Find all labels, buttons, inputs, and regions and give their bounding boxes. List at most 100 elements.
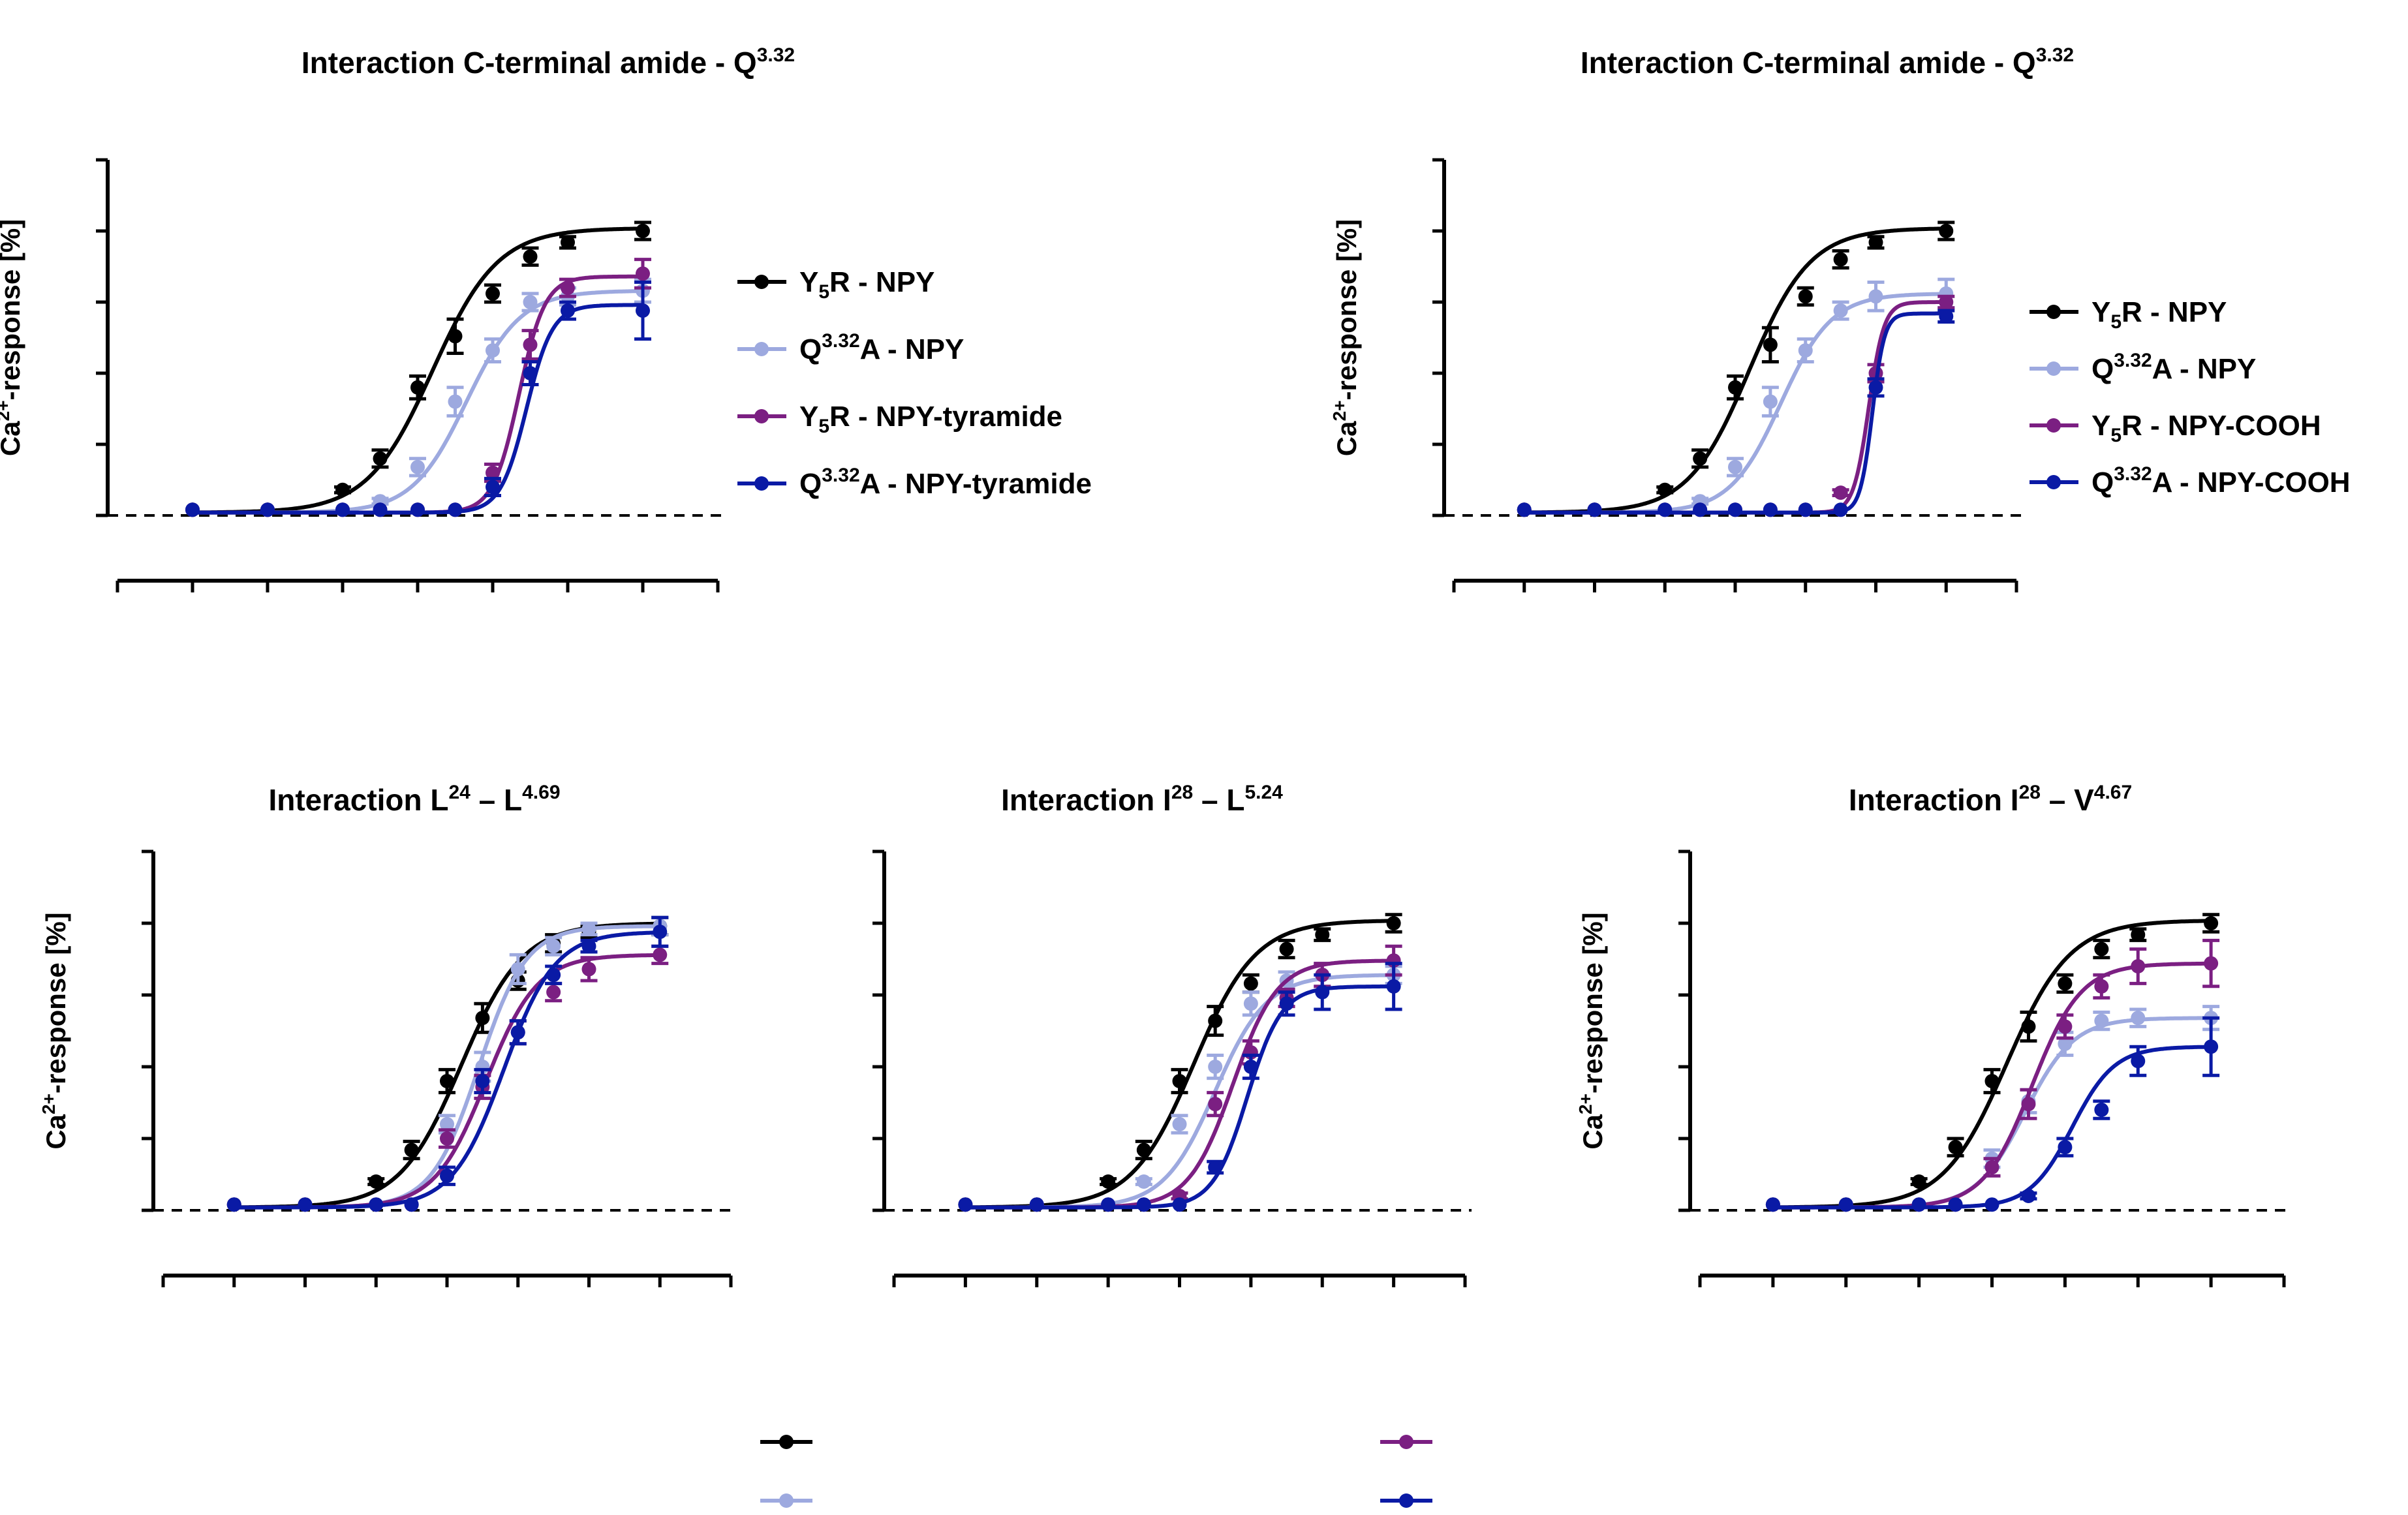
data-point xyxy=(404,1197,419,1212)
data-point xyxy=(1136,1197,1151,1212)
data-point xyxy=(1868,235,1883,250)
data-point xyxy=(448,394,463,409)
data-point xyxy=(1208,1097,1223,1112)
data-point xyxy=(1101,1197,1116,1212)
data-point xyxy=(2021,1019,2036,1034)
data-point xyxy=(2094,1103,2109,1117)
legend-label: Q3.32A - NPY xyxy=(2092,350,2256,385)
series-ala-ala xyxy=(1765,1016,2220,1212)
data-point xyxy=(581,939,596,954)
data-point xyxy=(523,249,538,264)
data-point xyxy=(1136,1174,1151,1189)
data-point xyxy=(1172,1197,1187,1212)
data-point xyxy=(486,465,500,480)
data-point xyxy=(1386,979,1401,994)
legend: Y5R - NPY Q3.32A - NPY Y5R - NPY-COOH Q3.32… xyxy=(2030,296,2351,498)
legend-label: Y5R - NPY xyxy=(799,266,934,303)
data-point xyxy=(581,921,596,936)
color-key-swatch-marker xyxy=(779,1435,794,1449)
data-point xyxy=(448,329,463,344)
data-point xyxy=(1868,289,1883,304)
color-key-swatch-marker xyxy=(1399,1435,1413,1449)
data-point xyxy=(1833,502,1848,517)
data-point xyxy=(1243,1060,1258,1074)
data-point xyxy=(1948,1197,1963,1212)
legend-swatch-marker xyxy=(2046,361,2061,376)
data-point xyxy=(410,502,425,517)
data-point xyxy=(1243,996,1258,1011)
color-key xyxy=(760,1435,1432,1508)
panel-c3: Interaction I28 – V4.67 Ca2+-response [%] xyxy=(1575,782,2291,1287)
chart-title: Interaction I28 – L5.24 xyxy=(1001,782,1283,817)
data-point xyxy=(2094,941,2109,956)
legend-swatch-marker xyxy=(754,275,769,289)
color-key-item xyxy=(760,1493,812,1508)
data-point xyxy=(546,968,561,983)
data-point xyxy=(475,1011,490,1026)
data-point xyxy=(1868,380,1883,395)
chart-title: Interaction C-terminal amide - Q3.32 xyxy=(301,44,795,80)
data-point xyxy=(1838,1197,1853,1212)
data-point xyxy=(1315,927,1330,942)
data-point xyxy=(1984,1197,1999,1212)
data-point xyxy=(486,343,500,358)
data-point xyxy=(1833,252,1848,267)
y-axis-label: Ca2+-response [%] xyxy=(1329,219,1362,456)
data-point xyxy=(2204,1039,2219,1054)
data-point xyxy=(440,1074,454,1088)
color-key-item xyxy=(760,1435,812,1449)
panel-b: Interaction C-terminal amide - Q3.32 Ca2+… xyxy=(1329,44,2351,592)
data-point xyxy=(369,1174,384,1189)
data-point xyxy=(1243,976,1258,991)
data-point xyxy=(1279,941,1294,956)
data-point xyxy=(1208,1013,1223,1028)
series-ala-ala xyxy=(958,962,1402,1212)
data-point xyxy=(546,939,561,954)
data-point xyxy=(1763,394,1778,409)
data-point xyxy=(1728,459,1742,474)
data-point xyxy=(1208,1060,1223,1074)
data-point xyxy=(486,286,500,301)
data-point xyxy=(581,962,596,977)
legend: Y5R - NPY Q3.32A - NPY Y5R - NPY-tyramide Q… xyxy=(737,266,1092,500)
data-point xyxy=(1911,1197,1926,1212)
chart-title: Interaction C-terminal amide - Q3.32 xyxy=(1581,44,2074,80)
data-point xyxy=(373,502,388,517)
data-point xyxy=(410,380,425,395)
data-point xyxy=(1693,502,1708,517)
data-point xyxy=(1172,1117,1187,1131)
data-point xyxy=(2058,976,2073,991)
data-point xyxy=(1798,289,1813,304)
data-point xyxy=(523,366,538,380)
data-point xyxy=(1172,1074,1187,1088)
data-point xyxy=(1658,482,1673,497)
data-point xyxy=(440,1169,454,1184)
data-point xyxy=(335,482,350,497)
data-point xyxy=(1315,985,1330,1000)
legend-label: Q3.32A - NPY-tyramide xyxy=(799,465,1092,500)
data-point xyxy=(1798,502,1813,517)
data-point xyxy=(2131,1011,2146,1026)
legend-label: Y5R - NPY-COOH xyxy=(2092,410,2321,446)
data-point xyxy=(373,451,388,466)
chart-title: Interaction L24 – L4.69 xyxy=(268,782,560,817)
data-point xyxy=(1763,502,1778,517)
y-axis-label: Ca2+-response [%] xyxy=(0,219,25,456)
data-point xyxy=(1517,502,1532,517)
panel-c1: Interaction L24 – L4.69 Ca2+-response [%] xyxy=(39,782,737,1287)
data-point xyxy=(1728,502,1742,517)
data-point xyxy=(1587,502,1602,517)
data-point xyxy=(1939,295,1954,309)
data-point xyxy=(1136,1142,1151,1157)
data-point xyxy=(448,502,463,517)
data-point xyxy=(636,303,650,318)
data-point xyxy=(1911,1174,1926,1189)
data-point xyxy=(2131,959,2146,973)
data-point xyxy=(404,1142,419,1157)
data-point xyxy=(440,1117,454,1131)
data-point xyxy=(2094,1013,2109,1028)
data-point xyxy=(523,295,538,309)
panel-c2: Interaction I28 – L5.24 xyxy=(872,782,1472,1287)
data-point xyxy=(1765,1197,1780,1212)
data-point xyxy=(1833,303,1848,318)
